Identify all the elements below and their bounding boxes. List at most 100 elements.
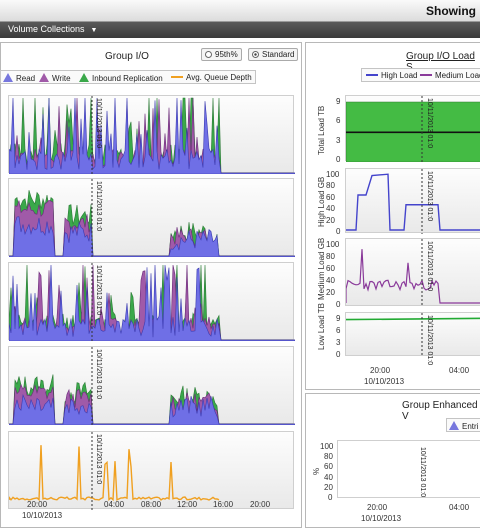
radio-standard-dot (252, 51, 259, 58)
enhanced-y-tick: 40 (324, 472, 333, 482)
left-x-tick-0: 20:00 (27, 500, 48, 509)
right-x-tick-1: 04:00 (449, 366, 470, 375)
high-load-swatch-icon (366, 74, 378, 76)
left-x-tick-4: 16:00 (213, 500, 234, 509)
legend-read[interactable]: Read (3, 73, 35, 83)
write-swatch-icon (39, 73, 49, 82)
enhanced-date-marker: 10/11/2013 01:0 (419, 447, 426, 498)
enhanced-x-tick-1: 04:00 (449, 503, 470, 512)
enhanced-y-tick: 0 (328, 493, 333, 502)
enhanced-y-tick: 60 (324, 462, 333, 472)
radio-95th-label: 95th% (215, 50, 238, 59)
total-load-chart-y-tick: 9 (336, 97, 341, 106)
low-load-chart-y-tick: 3 (336, 338, 341, 347)
medium-load-chart-y-tick: 60 (326, 264, 335, 273)
low-load-chart-y-tick: 0 (336, 350, 341, 359)
legend-queue[interactable]: Avg. Queue Depth (171, 73, 252, 82)
total-load-chart-y-tick: 6 (336, 116, 341, 126)
enhanced-y-tick: 80 (324, 452, 333, 462)
read-area (9, 97, 295, 174)
high-load-chart-y-tick: 80 (326, 181, 335, 191)
read-swatch-icon (3, 73, 13, 82)
left-date-marker-3: 10/11/2013 01:0 (95, 265, 102, 316)
legend-queue-label: Avg. Queue Depth (186, 73, 252, 82)
low-load-chart-y-tick: 9 (336, 314, 341, 323)
legend-high-load-label: High Load (381, 71, 418, 80)
group-io-chart-3-plot (9, 263, 295, 341)
left-date-marker-1: 10/11/2013 01:0 (95, 98, 102, 149)
high-load-line (346, 173, 480, 231)
read-area (9, 393, 295, 425)
radio-standard[interactable]: Standard (248, 48, 299, 61)
group-io-chart-3 (8, 262, 295, 341)
radio-95th-dot (205, 51, 212, 58)
high-load-chart (345, 168, 480, 234)
high-load-chart-y-tick: 20 (326, 215, 335, 225)
group-io-chart-5-plot (9, 432, 220, 510)
medium-load-chart-y-tick: 40 (326, 276, 335, 285)
volume-collections-menu[interactable]: Volume Collections ▼ (8, 24, 97, 34)
high-load-chart-y-tick: 0 (336, 227, 341, 236)
entries-swatch-icon (449, 421, 459, 430)
legend-write-label: Write (52, 74, 71, 83)
enhanced-y-tick: 20 (324, 482, 333, 492)
total-load-chart-y-label: Total Load TB (317, 105, 326, 155)
enhanced-x-tick-0: 20:00 (367, 503, 388, 512)
legend-medium-load-label: Medium Load (435, 71, 480, 80)
medium-load-line (346, 249, 480, 304)
enhanced-y-label: % (312, 467, 321, 475)
legend-entries-label: Entri (462, 422, 479, 431)
legend-medium-load[interactable]: Medium Load (420, 71, 480, 80)
left-date-marker-2: 10/11/2013 01:0 (95, 181, 102, 232)
enhanced-y-tick: 100 (320, 442, 334, 451)
right-date-label: 10/10/2013 (364, 377, 405, 386)
low-load-chart-date-marker: 10/11/2013 01:0 (426, 315, 433, 366)
medium-load-chart-date-marker: 10/11/2013 01:0 (426, 241, 433, 292)
high-load-chart-y-tick: 60 (326, 192, 335, 202)
queue-line (9, 445, 220, 502)
group-enhanced-title: Group Enhanced V (402, 400, 478, 422)
group-io-load-title: Group I/O Load S (406, 51, 475, 73)
volume-collections-label: Volume Collections (8, 24, 85, 34)
read-area (9, 216, 295, 257)
total-load-chart-date-marker: 10/11/2013 01:0 (426, 98, 433, 149)
medium-load-chart-y-tick: 0 (336, 300, 341, 309)
low-load-chart-plot (346, 313, 480, 357)
radio-95th[interactable]: 95th% (201, 48, 242, 61)
legend-entries[interactable]: Entri (449, 421, 478, 431)
group-io-chart-1-plot (9, 96, 295, 174)
group-io-title: Group I/O (105, 51, 149, 62)
medium-load-chart-plot (346, 239, 480, 307)
legend-write[interactable]: Write (39, 73, 71, 83)
medium-load-swatch-icon (420, 74, 432, 76)
legend-inbound[interactable]: Inbound Replication (79, 73, 163, 83)
right-x-tick-0: 20:00 (370, 366, 391, 375)
left-x-tick-5: 20:00 (250, 500, 271, 509)
low-load-chart-y-label: Low Load TB (317, 303, 326, 350)
low-load-chart-y-tick: 6 (336, 326, 341, 335)
high-load-chart-y-label: High Load GB (317, 176, 326, 227)
chevron-down-icon: ▼ (90, 27, 98, 34)
high-load-chart-plot (346, 169, 480, 234)
group-io-legend: Read Write Inbound Replication Avg. Queu… (0, 70, 256, 84)
medium-load-chart (345, 238, 480, 307)
inbound-swatch-icon (79, 73, 89, 82)
queue-swatch-icon (171, 76, 183, 78)
group-io-chart-4 (8, 346, 295, 425)
low-load-line (346, 317, 480, 321)
left-date-marker-5: 10/11/2013 01:0 (95, 434, 102, 485)
left-date-marker-4: 10/11/2013 01:0 (95, 349, 102, 400)
legend-read-label: Read (16, 74, 36, 83)
group-io-chart-2 (8, 178, 295, 257)
left-date-label: 10/10/2013 (22, 511, 63, 520)
left-x-tick-2: 08:00 (141, 500, 162, 509)
total-load-chart-y-tick: 0 (336, 155, 341, 164)
medium-load-chart-y-tick: 80 (326, 252, 335, 261)
legend-high-load[interactable]: High Load (366, 71, 417, 80)
group-io-chart-1 (8, 95, 295, 174)
enhanced-chart (337, 440, 480, 498)
left-x-tick-3: 12:00 (177, 500, 198, 509)
legend-inbound-label: Inbound Replication (92, 74, 163, 83)
total-load-chart-plot (346, 96, 480, 162)
read-area (9, 264, 295, 341)
